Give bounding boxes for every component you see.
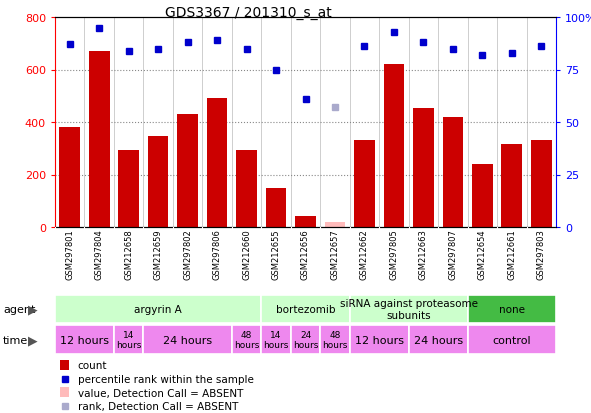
Bar — [350, 325, 408, 354]
Bar — [55, 325, 114, 354]
Text: percentile rank within the sample: percentile rank within the sample — [77, 375, 254, 385]
Text: GSM212656: GSM212656 — [301, 229, 310, 280]
Bar — [502, 145, 522, 228]
Text: 14
hours: 14 hours — [116, 330, 141, 349]
Bar — [324, 223, 345, 228]
Text: 24
hours: 24 hours — [293, 330, 318, 349]
Text: GSM297802: GSM297802 — [183, 229, 192, 280]
Bar — [413, 108, 434, 228]
Bar — [531, 141, 551, 228]
Bar — [295, 216, 316, 228]
Bar — [144, 325, 232, 354]
Text: GSM212657: GSM212657 — [330, 229, 339, 280]
Text: GDS3367 / 201310_s_at: GDS3367 / 201310_s_at — [165, 6, 332, 20]
Bar — [118, 150, 139, 228]
Bar — [177, 115, 198, 228]
Text: control: control — [492, 335, 531, 345]
Text: 24 hours: 24 hours — [414, 335, 463, 345]
Bar — [467, 325, 556, 354]
Text: GSM297807: GSM297807 — [449, 229, 457, 280]
Bar — [350, 295, 467, 324]
Text: bortezomib: bortezomib — [276, 304, 335, 314]
Text: GSM297804: GSM297804 — [95, 229, 103, 280]
Text: value, Detection Call = ABSENT: value, Detection Call = ABSENT — [77, 388, 243, 398]
Bar — [266, 189, 287, 228]
Text: GSM212660: GSM212660 — [242, 229, 251, 280]
Bar — [89, 52, 109, 228]
Text: GSM212655: GSM212655 — [271, 229, 281, 279]
Bar — [114, 325, 144, 354]
Text: 12 hours: 12 hours — [60, 335, 109, 345]
Bar — [472, 165, 493, 228]
Bar — [55, 295, 261, 324]
Bar — [60, 361, 69, 370]
Bar — [467, 295, 556, 324]
Text: time: time — [3, 335, 28, 345]
Bar — [60, 128, 80, 228]
Text: GSM212663: GSM212663 — [419, 229, 428, 280]
Text: none: none — [499, 304, 525, 314]
Bar — [443, 117, 463, 228]
Text: ▶: ▶ — [28, 303, 38, 316]
Text: agent: agent — [3, 304, 35, 314]
Text: 24 hours: 24 hours — [163, 335, 212, 345]
Text: 14
hours: 14 hours — [264, 330, 289, 349]
Text: rank, Detection Call = ABSENT: rank, Detection Call = ABSENT — [77, 401, 238, 411]
Text: GSM297801: GSM297801 — [65, 229, 74, 280]
Text: GSM212654: GSM212654 — [478, 229, 487, 279]
Text: GSM212662: GSM212662 — [360, 229, 369, 280]
Text: GSM297806: GSM297806 — [213, 229, 222, 280]
Text: 48
hours: 48 hours — [234, 330, 259, 349]
Bar — [291, 325, 320, 354]
Bar — [261, 325, 291, 354]
Bar — [207, 99, 228, 228]
Text: GSM212659: GSM212659 — [154, 229, 163, 279]
Bar — [261, 295, 350, 324]
Text: GSM212658: GSM212658 — [124, 229, 133, 280]
Bar — [320, 325, 350, 354]
Bar — [408, 325, 467, 354]
Text: GSM297805: GSM297805 — [389, 229, 398, 280]
Bar — [384, 65, 404, 228]
Text: GSM297803: GSM297803 — [537, 229, 545, 280]
Text: ▶: ▶ — [28, 333, 38, 346]
Bar — [60, 387, 69, 397]
Bar — [148, 137, 168, 228]
Text: 48
hours: 48 hours — [322, 330, 348, 349]
Bar — [232, 325, 261, 354]
Text: GSM212661: GSM212661 — [507, 229, 517, 280]
Text: siRNA against proteasome
subunits: siRNA against proteasome subunits — [340, 299, 478, 320]
Text: 12 hours: 12 hours — [355, 335, 404, 345]
Text: argyrin A: argyrin A — [134, 304, 182, 314]
Bar — [354, 141, 375, 228]
Text: count: count — [77, 361, 107, 370]
Bar — [236, 150, 257, 228]
